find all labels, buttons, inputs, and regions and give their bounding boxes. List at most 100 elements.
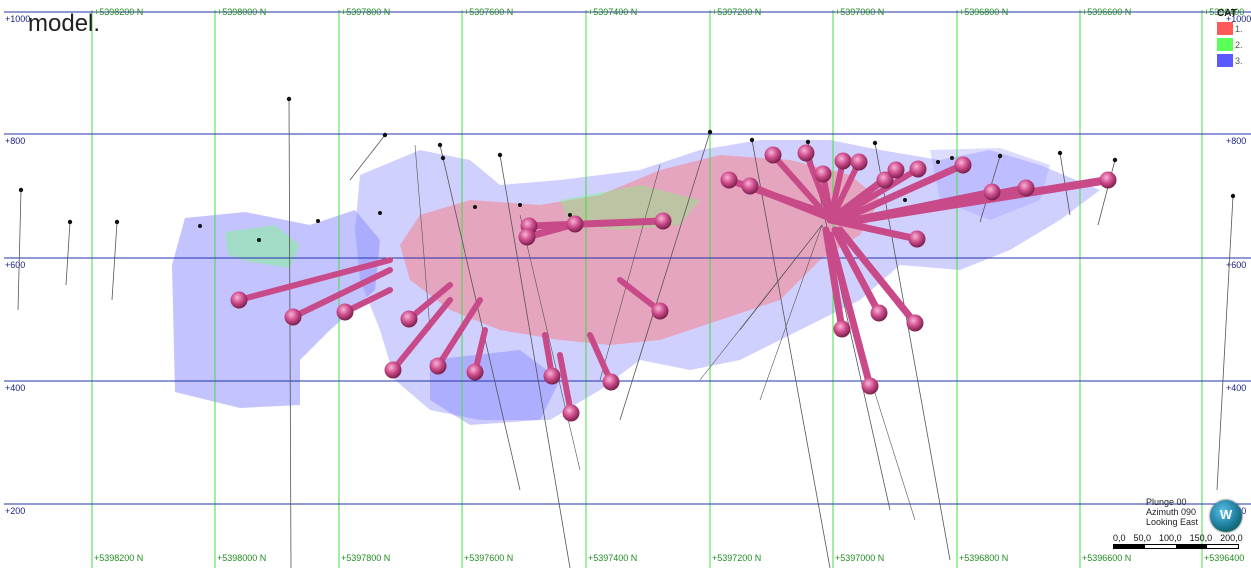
northing-label-top: +5397000 N bbox=[835, 7, 884, 17]
collar-dot bbox=[437, 142, 443, 148]
drillhole-trace bbox=[1097, 159, 1116, 226]
intercept-ball bbox=[887, 161, 905, 179]
intercept-tube bbox=[841, 176, 1112, 226]
northing-label-top: +5398200 N bbox=[94, 7, 143, 17]
drillhole-trace bbox=[599, 164, 661, 381]
legend-title: CAT bbox=[1217, 8, 1237, 19]
intercept-ball bbox=[850, 153, 868, 171]
legend-item-cat2[interactable]: 2. bbox=[1217, 38, 1247, 51]
intercept-ball bbox=[833, 320, 851, 338]
intercept-ball bbox=[284, 308, 302, 326]
northing-label-top: +5397600 N bbox=[464, 7, 513, 17]
intercept-ball bbox=[909, 160, 927, 178]
intercept-tube bbox=[746, 182, 834, 222]
intercept-ball bbox=[566, 215, 584, 233]
collar-dot bbox=[286, 96, 292, 102]
intercept-tube bbox=[822, 226, 846, 333]
collar-dot bbox=[440, 155, 446, 161]
collar-dot bbox=[997, 153, 1003, 159]
scale-tick: 100,0 bbox=[1159, 533, 1182, 543]
collar-dot bbox=[67, 219, 73, 225]
elevation-lines bbox=[4, 11, 1251, 505]
intercept-ball bbox=[602, 373, 620, 391]
legend-item-cat3[interactable]: 3. bbox=[1217, 54, 1247, 67]
scale-tick: 200,0 bbox=[1220, 533, 1243, 543]
intercept-tube bbox=[803, 150, 831, 213]
northing-label-top: +5396600 N bbox=[1082, 7, 1131, 17]
northing-label-top: +5398000 N bbox=[217, 7, 266, 17]
intercept-ball bbox=[814, 165, 832, 183]
drillhole-trace bbox=[1216, 195, 1234, 491]
collar-dot bbox=[497, 152, 503, 158]
elevation-label-left: +600 bbox=[5, 260, 25, 270]
legend-label-cat3: 3. bbox=[1235, 55, 1243, 66]
intercept-tube bbox=[826, 216, 921, 243]
collar-dot bbox=[950, 156, 954, 160]
intercept-ball bbox=[518, 228, 536, 246]
grid-labels: +5398200 N +5398200 N +5398000 N +5398000 N… bbox=[5, 7, 1251, 563]
drillhole-trace bbox=[111, 221, 118, 301]
cat1-volume-core bbox=[400, 155, 880, 345]
intercept-ball bbox=[906, 314, 924, 332]
intercept-ball bbox=[230, 291, 248, 309]
legend-item-cat1[interactable]: 1. bbox=[1217, 22, 1247, 35]
intercept-ball bbox=[336, 303, 354, 321]
legend-swatch-cat3 bbox=[1217, 54, 1233, 67]
cat3-volume-west bbox=[172, 210, 380, 408]
legend-swatch-cat1 bbox=[1217, 22, 1233, 35]
intercept-ball bbox=[384, 361, 402, 379]
northing-label-top: +5396400 bbox=[1204, 7, 1244, 17]
drillhole-trace bbox=[439, 144, 521, 491]
collar-dot bbox=[1057, 150, 1063, 156]
intercept-ball bbox=[861, 377, 879, 395]
intercept-tube bbox=[831, 159, 862, 217]
elevation-label-left: +400 bbox=[5, 383, 25, 393]
intercept-tube bbox=[587, 332, 614, 385]
northing-label-top: +5397400 N bbox=[588, 7, 637, 17]
compass-icon[interactable]: W bbox=[1210, 500, 1242, 532]
intercept-ball bbox=[466, 363, 484, 381]
intercept-markers bbox=[230, 144, 1117, 422]
intercept-tube bbox=[837, 166, 921, 219]
drillhole-trace bbox=[65, 221, 71, 286]
intercept-ball bbox=[562, 404, 580, 422]
intercept-tube bbox=[290, 267, 393, 320]
coordinate-grid: +5398200 N +5398200 N +5398000 N +5398000 N… bbox=[4, 7, 1251, 568]
intercept-ball bbox=[908, 230, 926, 248]
elevation-label-left: +200 bbox=[5, 506, 25, 516]
intercept-ball bbox=[1017, 179, 1035, 197]
collar-dot bbox=[473, 205, 477, 209]
view-orientation: Plunge 00 Azimuth 090 Looking East bbox=[1146, 497, 1198, 527]
scale-tick: 0,0 bbox=[1113, 533, 1126, 543]
collar-dot bbox=[749, 137, 755, 143]
drillhole-trace bbox=[288, 98, 292, 569]
northing-label-bottom: +5397200 N bbox=[712, 553, 761, 563]
intercept-tubes bbox=[236, 150, 1112, 416]
northing-label-bottom: +5397600 N bbox=[464, 553, 513, 563]
northing-label-bottom: +5396400 bbox=[1204, 553, 1244, 563]
intercept-ball bbox=[870, 304, 888, 322]
scale-tick: 150,0 bbox=[1189, 533, 1213, 543]
elevation-label-right: +800 bbox=[1226, 136, 1246, 146]
drillhole-trace bbox=[519, 214, 581, 471]
plunge-text: Plunge 00 bbox=[1146, 497, 1187, 507]
intercept-ball bbox=[720, 171, 738, 189]
collar-dot bbox=[707, 129, 713, 135]
northing-label-top: +5396800 N bbox=[959, 7, 1008, 17]
intercept-ball bbox=[983, 183, 1001, 201]
legend-swatch-cat2 bbox=[1217, 38, 1233, 51]
compass-letter: W bbox=[1219, 507, 1233, 522]
elevation-label-right: +400 bbox=[1226, 383, 1246, 393]
cat2-volume-patches bbox=[225, 225, 300, 268]
drillhole-trace bbox=[699, 224, 823, 381]
collar-dot bbox=[903, 198, 907, 202]
northing-label-bottom: +5396800 N bbox=[959, 553, 1008, 563]
drillhole-trace bbox=[17, 189, 22, 311]
drillhole-trace bbox=[751, 139, 831, 569]
drillhole-trace bbox=[499, 154, 571, 569]
intercept-tube bbox=[557, 352, 574, 416]
intercept-tube bbox=[525, 217, 667, 230]
intercept-tube bbox=[829, 158, 846, 215]
